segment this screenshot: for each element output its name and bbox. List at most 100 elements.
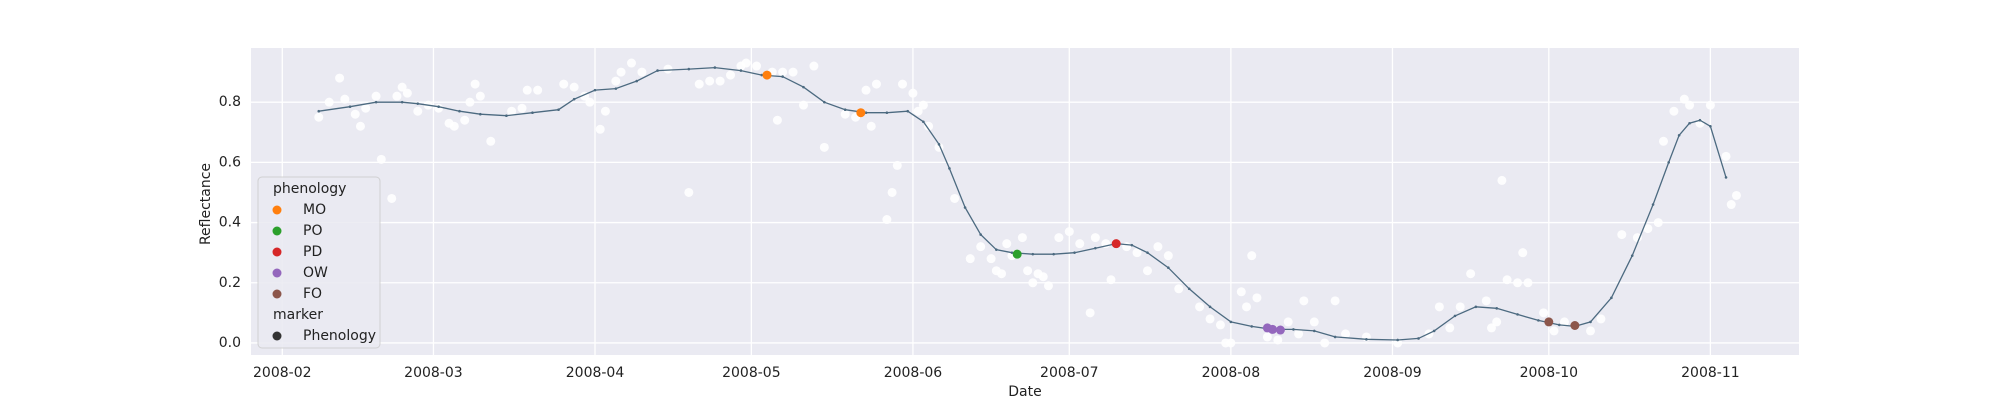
line-point bbox=[760, 73, 764, 77]
observation-point bbox=[1596, 314, 1606, 324]
line-point bbox=[1208, 305, 1212, 309]
line-point bbox=[400, 100, 404, 104]
observation-point bbox=[1017, 233, 1027, 243]
observation-point bbox=[1320, 338, 1330, 348]
observation-point bbox=[449, 121, 459, 131]
line-point bbox=[479, 112, 482, 116]
observation-point bbox=[1106, 275, 1116, 285]
observation-point bbox=[1054, 233, 1064, 243]
phenology-point bbox=[1268, 324, 1278, 334]
observation-point bbox=[460, 115, 470, 125]
observation-point bbox=[1043, 281, 1053, 291]
observation-point bbox=[475, 91, 485, 101]
observation-point bbox=[507, 106, 517, 116]
observation-point bbox=[887, 187, 897, 197]
observation-point bbox=[986, 254, 996, 264]
observation-point bbox=[350, 109, 360, 119]
observation-point bbox=[1731, 190, 1741, 200]
line-point bbox=[1610, 296, 1613, 300]
line-point bbox=[1677, 133, 1681, 137]
phenology-point bbox=[762, 70, 772, 80]
observation-point bbox=[741, 58, 751, 68]
legend-title: phenology bbox=[273, 181, 346, 197]
observation-point bbox=[705, 76, 715, 86]
observation-point bbox=[1632, 233, 1642, 243]
observation-point bbox=[1586, 326, 1596, 336]
line-point bbox=[593, 88, 597, 92]
line-point bbox=[1250, 325, 1254, 328]
observation-point bbox=[402, 88, 412, 98]
x-tick-label: 2008-08 bbox=[1202, 365, 1261, 381]
observation-point bbox=[1283, 317, 1293, 327]
line-point bbox=[885, 111, 889, 115]
line-point bbox=[1630, 254, 1634, 257]
observation-point bbox=[1643, 224, 1653, 234]
line-point bbox=[1094, 246, 1097, 250]
line-point bbox=[739, 69, 743, 72]
x-tick-label: 2008-05 bbox=[722, 365, 781, 381]
line-point bbox=[458, 109, 461, 113]
observation-point bbox=[892, 160, 902, 170]
observation-point bbox=[616, 67, 626, 77]
observation-point bbox=[840, 109, 850, 119]
observation-point bbox=[1679, 94, 1689, 104]
observation-point bbox=[1330, 296, 1340, 306]
observation-point bbox=[413, 106, 423, 116]
line-point bbox=[1417, 337, 1420, 340]
line-point bbox=[1557, 323, 1561, 327]
observation-point bbox=[1721, 151, 1731, 161]
line-point bbox=[802, 85, 805, 89]
line-point bbox=[1709, 124, 1712, 128]
legend-swatch bbox=[272, 268, 282, 278]
line-point bbox=[614, 87, 618, 90]
observation-point bbox=[533, 85, 543, 95]
observation-point bbox=[465, 97, 475, 107]
observation-point bbox=[600, 106, 610, 116]
observation-point bbox=[997, 269, 1007, 279]
observation-point bbox=[898, 79, 908, 89]
observation-point bbox=[1038, 272, 1048, 282]
observation-point bbox=[626, 58, 636, 68]
observation-point bbox=[611, 76, 621, 86]
observation-point bbox=[361, 103, 371, 113]
y-axis-label: Reflectance bbox=[198, 163, 214, 245]
observation-point bbox=[1559, 317, 1569, 327]
line-point bbox=[1010, 251, 1014, 254]
legend-swatch bbox=[272, 205, 282, 215]
legend-swatch bbox=[272, 289, 282, 299]
observation-point bbox=[752, 61, 762, 71]
observation-point bbox=[950, 193, 960, 203]
line-point bbox=[1130, 243, 1134, 247]
phenology-point bbox=[1111, 239, 1121, 249]
line-point bbox=[937, 143, 941, 146]
observation-point bbox=[1653, 218, 1663, 228]
observation-point bbox=[924, 121, 934, 131]
observation-point bbox=[486, 136, 496, 146]
observation-point bbox=[470, 79, 480, 89]
legend-subtitle: marker bbox=[273, 307, 323, 323]
phenology-point bbox=[1275, 325, 1285, 335]
line-point bbox=[995, 248, 998, 251]
observation-point bbox=[559, 79, 569, 89]
phenology-point bbox=[856, 108, 866, 118]
observation-point bbox=[1466, 269, 1476, 279]
observation-point bbox=[397, 82, 407, 92]
line-point bbox=[1187, 287, 1191, 291]
observation-point bbox=[1617, 230, 1627, 240]
observation-point bbox=[908, 88, 918, 98]
observation-point bbox=[522, 85, 532, 95]
line-point bbox=[635, 79, 638, 83]
line-point bbox=[656, 69, 659, 72]
line-point bbox=[864, 111, 868, 115]
legend-box bbox=[257, 176, 381, 349]
observation-point bbox=[871, 79, 881, 89]
line-point bbox=[713, 66, 717, 69]
observation-point bbox=[1705, 100, 1715, 110]
line-point bbox=[922, 120, 925, 124]
observation-point bbox=[1434, 302, 1444, 312]
line-point bbox=[963, 206, 967, 209]
line-point bbox=[906, 109, 910, 113]
observation-point bbox=[637, 67, 647, 77]
line-point bbox=[1453, 314, 1457, 318]
